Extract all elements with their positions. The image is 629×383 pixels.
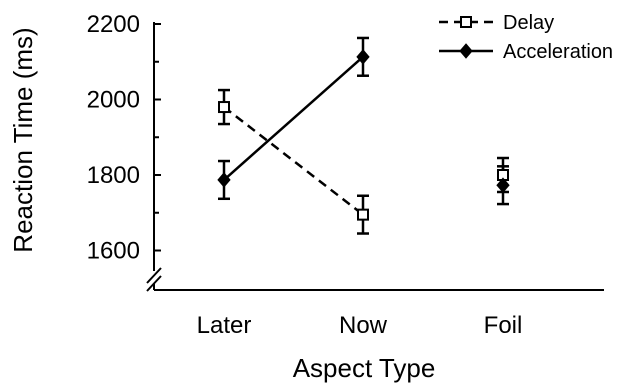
open-square-marker xyxy=(460,16,472,28)
legend-label: Acceleration xyxy=(503,41,613,63)
delay-data-point xyxy=(357,208,369,221)
filled-diamond-marker xyxy=(217,172,231,188)
x-tick-label: Later xyxy=(197,312,252,339)
legend-item-acceleration: Acceleration xyxy=(439,41,613,63)
y-tick-label: 2000 xyxy=(87,87,140,114)
y-tick-label: 2200 xyxy=(87,11,140,38)
filled-diamond-marker xyxy=(496,177,510,193)
y-tick-label: 1600 xyxy=(87,238,140,265)
axes xyxy=(146,22,604,292)
acceleration-series-line xyxy=(223,55,364,181)
y-tick-label: 1800 xyxy=(87,162,140,189)
open-square-marker xyxy=(218,101,230,114)
filled-diamond-marker xyxy=(459,43,473,59)
open-square-marker xyxy=(357,208,369,221)
x-axis-title: Aspect Type xyxy=(293,353,436,383)
x-axis-ticks: Later Now Foil xyxy=(197,312,523,339)
y-axis-ticks: 1600 1800 2000 2200 xyxy=(87,11,161,265)
series-layer xyxy=(217,36,510,235)
x-tick-label: Foil xyxy=(484,312,523,339)
y-axis-title: Reaction Time (ms) xyxy=(8,27,38,252)
acceleration-data-point xyxy=(356,49,370,65)
x-tick-label: Now xyxy=(339,312,388,339)
filled-diamond-marker xyxy=(356,49,370,65)
acceleration-data-point xyxy=(496,177,510,193)
legend-label: Delay xyxy=(503,12,554,34)
legend: Delay Acceleration xyxy=(439,12,613,63)
acceleration-data-point xyxy=(217,172,231,188)
legend-item-delay: Delay xyxy=(439,12,554,34)
delay-data-point xyxy=(218,101,230,114)
